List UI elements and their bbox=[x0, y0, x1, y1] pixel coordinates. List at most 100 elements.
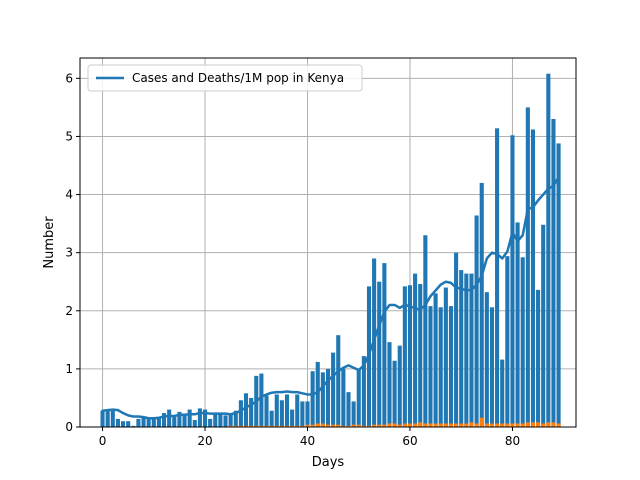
deaths-bar bbox=[479, 417, 484, 427]
deaths-bar bbox=[525, 422, 530, 427]
deaths-bar bbox=[489, 423, 495, 427]
cases-bar bbox=[192, 420, 197, 427]
ticks-layer: 0 20 40 60 80 0 1 2 3 4 5 6 bbox=[65, 71, 520, 448]
cases-bar bbox=[156, 417, 161, 427]
deaths-bar bbox=[443, 423, 448, 427]
cases-bar bbox=[433, 293, 438, 427]
deaths-bar bbox=[428, 423, 433, 427]
deaths-bar bbox=[249, 425, 254, 427]
cases-bar bbox=[392, 360, 397, 427]
cases-bar bbox=[320, 372, 325, 427]
cases-bar bbox=[274, 394, 279, 427]
cases-bar bbox=[172, 416, 177, 427]
deaths-bar bbox=[500, 423, 505, 427]
cases-bar bbox=[218, 414, 223, 427]
deaths-bar bbox=[387, 423, 392, 427]
cases-bar bbox=[402, 286, 407, 427]
deaths-bar bbox=[274, 425, 279, 427]
deaths-bar bbox=[320, 423, 325, 427]
cases-bar bbox=[546, 73, 551, 428]
deaths-bar bbox=[346, 425, 351, 427]
deaths-bar bbox=[356, 424, 361, 427]
deaths-bar bbox=[372, 424, 377, 427]
cases-bar bbox=[182, 415, 187, 427]
deaths-bar bbox=[243, 425, 249, 427]
cases-bar bbox=[305, 401, 310, 427]
cases-bar bbox=[397, 345, 402, 427]
cases-bar bbox=[443, 287, 448, 427]
cases-bar bbox=[500, 359, 505, 427]
deaths-bars bbox=[228, 417, 561, 427]
deaths-bar bbox=[284, 425, 290, 427]
x-tick-label: 60 bbox=[402, 434, 417, 448]
deaths-bar bbox=[469, 422, 474, 427]
y-axis-title: Number bbox=[42, 216, 57, 269]
cases-bar bbox=[269, 410, 274, 427]
deaths-bar bbox=[325, 424, 331, 427]
deaths-bar bbox=[315, 423, 320, 427]
cases-bar bbox=[459, 270, 464, 427]
cases-bar bbox=[161, 413, 167, 427]
cases-bars bbox=[100, 73, 561, 428]
deaths-bar bbox=[238, 425, 243, 427]
deaths-bar bbox=[556, 423, 561, 427]
cases-bar bbox=[238, 400, 243, 427]
deaths-bar bbox=[530, 422, 536, 427]
cases-bar bbox=[310, 371, 315, 427]
cases-bar bbox=[249, 397, 254, 427]
cases-bar bbox=[469, 273, 474, 427]
cases-bar bbox=[479, 182, 484, 427]
cases-average-line bbox=[101, 175, 560, 420]
cases-bar bbox=[423, 235, 428, 427]
cases-bar bbox=[120, 421, 126, 427]
cases-bar bbox=[202, 409, 208, 427]
cases-bar bbox=[505, 256, 510, 427]
cases-bar bbox=[290, 409, 295, 427]
cases-bar bbox=[243, 393, 249, 427]
deaths-bar bbox=[536, 422, 541, 427]
deaths-bar bbox=[423, 423, 428, 427]
deaths-bar bbox=[341, 425, 346, 427]
deaths-bar bbox=[361, 425, 366, 427]
deaths-bar bbox=[295, 425, 300, 427]
cases-bar bbox=[295, 394, 300, 427]
cases-bar bbox=[438, 307, 443, 427]
cases-bar bbox=[510, 135, 515, 427]
cases-bar bbox=[233, 410, 238, 427]
cases-bar bbox=[495, 128, 500, 427]
deaths-bar bbox=[351, 424, 356, 427]
cases-bar bbox=[336, 335, 341, 427]
deaths-bar bbox=[305, 424, 310, 427]
deaths-bar bbox=[505, 423, 510, 427]
cases-bar bbox=[279, 400, 284, 427]
cases-bar bbox=[208, 418, 213, 427]
deaths-bar bbox=[520, 423, 525, 427]
cases-bar bbox=[331, 352, 336, 427]
y-tick-label: 4 bbox=[65, 188, 73, 202]
cases-bar bbox=[551, 119, 556, 427]
cases-bar bbox=[356, 370, 361, 427]
cases-bar bbox=[541, 224, 546, 427]
cases-bar bbox=[131, 425, 136, 427]
deaths-bar bbox=[269, 425, 274, 427]
cases-bar bbox=[341, 368, 346, 427]
cases-bar bbox=[105, 409, 110, 427]
cases-bar bbox=[428, 306, 433, 427]
cases-bar bbox=[146, 418, 151, 427]
cases-bar bbox=[448, 306, 454, 427]
deaths-bar bbox=[259, 425, 264, 427]
cases-bar bbox=[382, 263, 387, 427]
cases-bar bbox=[525, 107, 530, 427]
deaths-bar bbox=[448, 423, 454, 427]
cases-bar bbox=[454, 252, 459, 427]
deaths-bar bbox=[402, 423, 407, 427]
cases-bar bbox=[530, 129, 536, 427]
cases-bar bbox=[536, 289, 541, 427]
deaths-bar bbox=[454, 423, 459, 427]
cases-bar bbox=[136, 418, 141, 427]
deaths-bar bbox=[495, 423, 500, 427]
deaths-bar bbox=[459, 423, 464, 427]
cases-bar bbox=[515, 222, 520, 427]
cases-bar bbox=[284, 394, 290, 427]
cases-bar bbox=[377, 281, 382, 427]
